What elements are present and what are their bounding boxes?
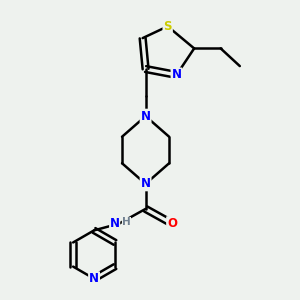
Text: N: N [141,177,151,190]
Text: N: N [172,68,182,81]
Text: O: O [167,217,177,230]
Text: H: H [122,217,131,227]
Text: N: N [110,217,120,230]
Text: S: S [164,20,172,33]
Text: N: N [89,272,99,285]
Text: N: N [141,110,151,123]
